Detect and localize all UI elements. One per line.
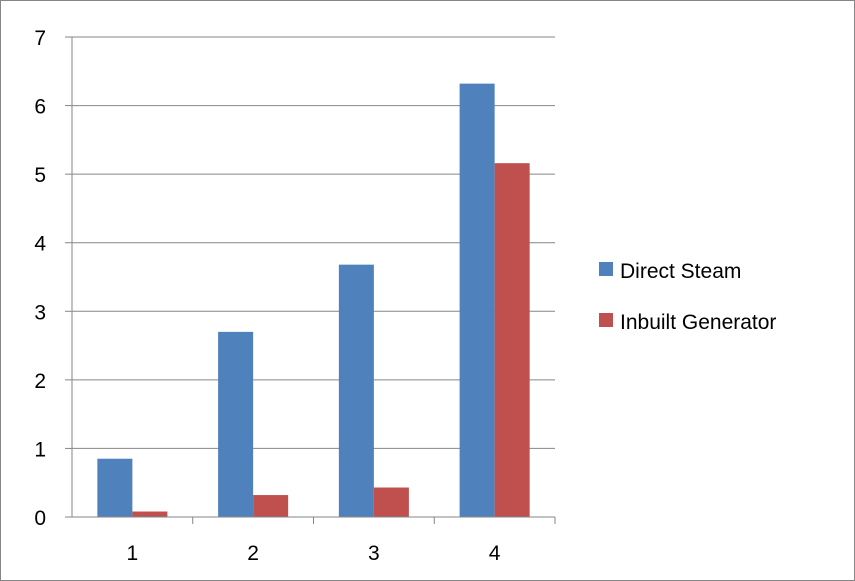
y-tick-label: 7 — [34, 27, 46, 50]
y-tick-label: 4 — [34, 233, 46, 256]
bar — [459, 83, 495, 517]
y-tick-labels: 0 1 2 3 4 5 6 7 — [34, 27, 46, 530]
bar — [253, 495, 289, 517]
y-tick-label: 5 — [34, 164, 46, 187]
legend-swatch — [599, 313, 613, 327]
x-tick-label: 4 — [489, 542, 501, 565]
y-tick-label: 2 — [34, 370, 46, 393]
x-tick-label: 2 — [247, 542, 259, 565]
bar — [373, 487, 409, 517]
y-tick-label: 3 — [34, 301, 46, 324]
bar — [218, 331, 254, 517]
y-tick-label: 1 — [34, 438, 46, 461]
bars — [97, 83, 530, 517]
bar — [132, 511, 168, 517]
legend-swatch — [599, 262, 613, 276]
y-tick-label: 6 — [34, 96, 46, 119]
legend-label: Inbuilt Generator — [620, 311, 776, 334]
legend: Direct Steam Inbuilt Generator — [599, 260, 776, 334]
y-tick-label: 0 — [34, 507, 46, 530]
bar — [97, 458, 133, 517]
bar — [494, 163, 530, 517]
x-tick-label: 3 — [368, 542, 380, 565]
legend-label: Direct Steam — [620, 260, 741, 283]
x-tick-labels: 1 2 3 4 — [127, 542, 501, 565]
bar — [338, 264, 374, 517]
x-tick-label: 1 — [127, 542, 139, 565]
axes — [65, 36, 556, 524]
